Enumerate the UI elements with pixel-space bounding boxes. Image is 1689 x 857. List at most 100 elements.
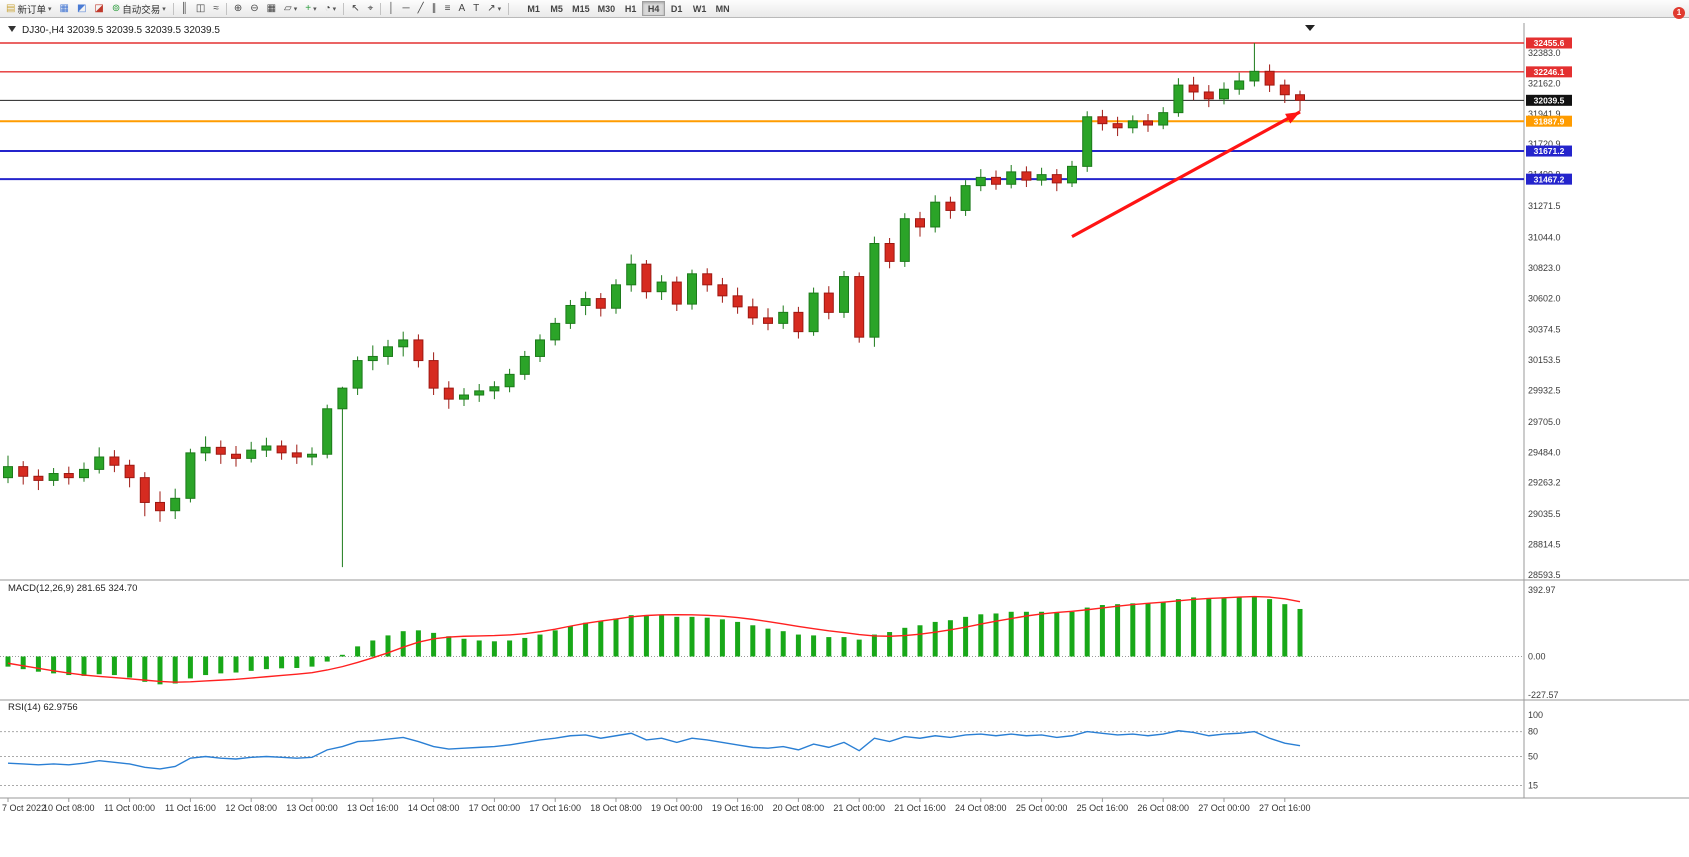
price-badge: [1526, 37, 1572, 49]
candle-body: [611, 284, 621, 309]
candle-body: [535, 339, 545, 357]
horizontal-line-icon: ─: [402, 2, 410, 14]
macd-histogram-bar: [431, 632, 437, 657]
timeframe-m30-button[interactable]: M30: [594, 1, 620, 16]
trendline-button[interactable]: ╱: [414, 1, 428, 16]
candle-body: [1112, 123, 1123, 129]
chart-shift-marker[interactable]: [1305, 25, 1315, 31]
timeframe-d1-button[interactable]: D1: [665, 1, 688, 16]
vertical-line-button[interactable]: │: [384, 1, 398, 16]
candle-body: [915, 218, 925, 228]
trendline-icon: ╱: [417, 2, 424, 14]
macd-histogram-bar: [5, 656, 11, 667]
time-axis-label: 11 Oct 00:00: [104, 803, 155, 813]
rsi-axis-label: 100: [1528, 710, 1543, 720]
macd-histogram-bar: [35, 656, 41, 672]
line-chart-button[interactable]: ≈: [209, 1, 223, 16]
candle-body: [732, 295, 743, 308]
chart-window[interactable]: 32383.032162.031941.931720.931499.931271…: [0, 17, 1689, 857]
timeframe-m15-button[interactable]: M15: [568, 1, 594, 16]
candle-body: [1067, 165, 1077, 184]
navigator-button[interactable]: ◩: [73, 1, 90, 16]
chevron-down-icon: ▾: [162, 5, 166, 13]
candle-body: [1279, 84, 1290, 96]
timeframe-m1-button[interactable]: M1: [522, 1, 545, 16]
macd-histogram-bar: [415, 630, 421, 657]
arrows-button[interactable]: ↗ ▾: [483, 1, 505, 16]
time-axis-label: 14 Oct 08:00: [408, 803, 460, 813]
market-watch-icon: ▦: [59, 2, 69, 14]
candle-body: [94, 456, 105, 470]
macd-histogram-bar: [993, 613, 999, 657]
rsi-axis-label: 80: [1528, 727, 1538, 737]
toolbar-separator: [343, 2, 345, 15]
horizontal-line-button[interactable]: ─: [398, 1, 413, 16]
macd-histogram-bar: [20, 656, 26, 670]
text-button[interactable]: A: [454, 1, 469, 16]
macd-axis-label: -227.57: [1528, 690, 1559, 700]
symbol-dropdown-icon[interactable]: [8, 26, 16, 32]
macd-histogram-bar: [1008, 611, 1014, 657]
macd-histogram-bar: [142, 656, 148, 682]
chevron-down-icon: ▾: [313, 5, 317, 13]
auto-trading-button[interactable]: ⊚ 自动交易 ▾: [108, 1, 170, 16]
periodicity-button[interactable]: ◔ ▾: [321, 1, 341, 16]
candle-body: [261, 445, 272, 451]
crosshair-button[interactable]: ⌖: [364, 1, 378, 16]
price-badge-label: 32246.1: [1534, 67, 1565, 77]
macd-histogram-bar: [203, 656, 209, 676]
macd-histogram-bar: [659, 615, 665, 657]
macd-histogram-bar: [811, 635, 817, 657]
new-order-icon: ▤: [6, 2, 16, 14]
notification-icon[interactable]: 1: [1673, 7, 1685, 19]
trend-arrow-line[interactable]: [1071, 110, 1301, 239]
candle-body: [18, 466, 29, 477]
tile-windows-button[interactable]: ▦: [263, 1, 280, 16]
candle-body: [109, 456, 120, 466]
new-order-button[interactable]: ▤ 新订单 ▾: [2, 1, 55, 16]
cursor-button[interactable]: ↖: [347, 1, 363, 16]
macd-histogram-bar: [750, 625, 756, 657]
macd-histogram-bar: [871, 634, 877, 657]
time-axis-label: 19 Oct 16:00: [712, 803, 764, 813]
timeframe-w1-button[interactable]: W1: [688, 1, 711, 16]
macd-histogram-bar: [552, 630, 558, 657]
cursor-icon: ↖: [351, 2, 360, 14]
candle-body: [291, 452, 302, 458]
macd-histogram-bar: [704, 617, 710, 657]
macd-histogram-bar: [476, 640, 482, 657]
macd-histogram-bar: [719, 619, 725, 657]
market-watch-button[interactable]: ▦: [55, 1, 72, 16]
toolbar-separator: [380, 2, 382, 15]
candle-body: [717, 284, 728, 297]
main-toolbar: ▤ 新订单 ▾ ▦ ◩ ◪ ⊚ 自动交易 ▾ ║ ◫ ≈ ⊕ ⊖ ▦ ▱ ▾ + ▾ ◔ ▾ ↖ ⌖ │ ─ ╱ ∥ ≡ A T ↗ ▾ M1…: [0, 0, 1689, 19]
macd-histogram-bar: [1297, 608, 1303, 657]
price-axis-label: 30823.0: [1528, 263, 1561, 273]
macd-histogram-bar: [66, 656, 72, 676]
timeframe-m5-button[interactable]: M5: [545, 1, 568, 16]
price-axis-label: 32162.0: [1528, 78, 1561, 88]
bar-chart-button[interactable]: ║: [177, 1, 192, 16]
candle-body: [869, 242, 880, 338]
cascade-windows-button[interactable]: ▱ ▾: [280, 1, 301, 16]
timeframe-h1-button[interactable]: H1: [619, 1, 642, 16]
indicators-button[interactable]: + ▾: [301, 1, 320, 16]
fibonacci-button[interactable]: ≡: [441, 1, 455, 16]
text-label-button[interactable]: T: [469, 1, 483, 16]
timeframe-toolbar: M1 M5 M15 M30 H1 H4 D1 W1 MN: [522, 1, 734, 16]
zoom-out-button[interactable]: ⊖: [246, 1, 262, 16]
macd-histogram-bar: [674, 616, 680, 657]
channel-icon: ∥: [431, 2, 437, 14]
macd-histogram-bar: [370, 640, 376, 657]
macd-histogram-bar: [963, 616, 969, 657]
terminal-button[interactable]: ◪: [90, 1, 107, 16]
timeframe-h4-button[interactable]: H4: [642, 1, 666, 16]
channel-button[interactable]: ∥: [428, 1, 441, 16]
timeframe-mn-button[interactable]: MN: [711, 1, 734, 16]
macd-histogram-bar: [279, 656, 285, 669]
macd-histogram-bar: [567, 626, 573, 657]
candlestick-chart-button[interactable]: ◫: [192, 1, 209, 16]
macd-axis-label: 392.97: [1528, 585, 1556, 595]
macd-histogram-bar: [507, 640, 513, 657]
zoom-in-button[interactable]: ⊕: [230, 1, 246, 16]
